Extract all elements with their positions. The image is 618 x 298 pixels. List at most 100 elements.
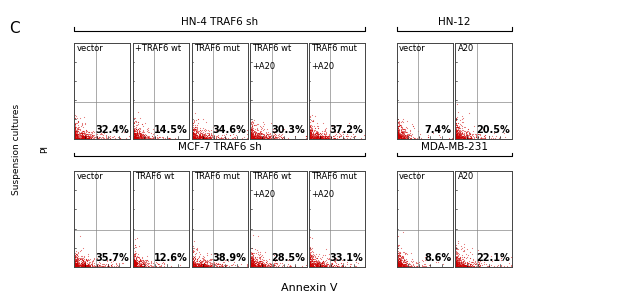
- Point: [310, 260, 320, 264]
- Point: [452, 135, 462, 140]
- Point: [306, 134, 316, 139]
- Point: [147, 134, 157, 138]
- Point: [454, 125, 464, 130]
- Point: [329, 263, 339, 268]
- Point: [248, 135, 258, 140]
- Point: [266, 134, 276, 138]
- Point: [392, 263, 402, 268]
- Point: [199, 261, 209, 266]
- Point: [129, 258, 139, 263]
- Point: [71, 263, 81, 268]
- Point: [138, 133, 148, 138]
- Point: [263, 135, 273, 140]
- Point: [312, 121, 322, 126]
- Point: [307, 129, 317, 134]
- Point: [129, 263, 138, 268]
- Point: [132, 135, 142, 140]
- Point: [399, 135, 409, 139]
- Point: [319, 131, 329, 135]
- Point: [260, 133, 269, 138]
- Point: [205, 135, 215, 140]
- Point: [322, 135, 332, 139]
- Point: [252, 135, 261, 139]
- Point: [255, 135, 265, 140]
- Point: [394, 261, 404, 266]
- Point: [392, 257, 402, 262]
- Point: [453, 263, 463, 268]
- Point: [250, 257, 260, 262]
- Point: [193, 134, 203, 139]
- Point: [266, 263, 276, 268]
- Point: [452, 260, 462, 265]
- Point: [133, 135, 143, 140]
- Point: [74, 134, 84, 139]
- Point: [452, 122, 462, 127]
- Point: [452, 135, 462, 140]
- Point: [457, 133, 467, 138]
- Point: [248, 134, 258, 139]
- Point: [137, 257, 147, 262]
- Point: [70, 255, 80, 260]
- Point: [188, 263, 198, 268]
- Point: [452, 132, 462, 137]
- Point: [88, 263, 98, 268]
- Point: [396, 263, 406, 268]
- Point: [137, 135, 147, 140]
- Point: [468, 257, 478, 261]
- Point: [76, 263, 86, 268]
- Point: [200, 263, 210, 268]
- Point: [398, 130, 408, 135]
- Point: [396, 261, 405, 266]
- Point: [129, 263, 139, 267]
- Point: [205, 135, 215, 140]
- Point: [306, 122, 316, 127]
- Point: [400, 252, 410, 256]
- Point: [305, 262, 315, 267]
- Point: [82, 263, 92, 267]
- Point: [71, 263, 81, 267]
- Point: [324, 133, 334, 137]
- Point: [253, 132, 263, 137]
- Point: [397, 135, 407, 140]
- Text: TRAF6 mut: TRAF6 mut: [194, 44, 240, 53]
- Point: [456, 261, 466, 266]
- Point: [451, 135, 461, 139]
- Point: [392, 135, 402, 140]
- Point: [196, 263, 206, 268]
- Point: [258, 134, 268, 139]
- Point: [305, 125, 315, 130]
- Point: [404, 262, 413, 266]
- Point: [77, 262, 87, 267]
- Point: [451, 129, 461, 134]
- Point: [72, 134, 82, 139]
- Point: [131, 125, 141, 129]
- Point: [464, 259, 474, 263]
- Point: [246, 134, 256, 139]
- Point: [132, 259, 142, 264]
- Point: [119, 261, 129, 266]
- Point: [400, 135, 410, 140]
- Point: [129, 130, 138, 135]
- Point: [189, 127, 199, 132]
- Point: [78, 135, 88, 140]
- Point: [392, 251, 402, 256]
- Point: [263, 135, 273, 140]
- Point: [80, 133, 90, 137]
- Point: [70, 260, 80, 265]
- Point: [394, 124, 404, 128]
- Point: [267, 263, 277, 268]
- Point: [72, 258, 82, 263]
- Point: [312, 135, 322, 140]
- Point: [310, 259, 320, 263]
- Point: [305, 260, 315, 265]
- Point: [404, 134, 414, 139]
- Point: [467, 263, 477, 268]
- Point: [72, 263, 82, 267]
- Point: [149, 135, 159, 139]
- Point: [327, 261, 337, 266]
- Point: [310, 135, 320, 140]
- Point: [132, 263, 142, 268]
- Point: [191, 127, 201, 132]
- Point: [397, 263, 407, 268]
- Point: [190, 259, 200, 264]
